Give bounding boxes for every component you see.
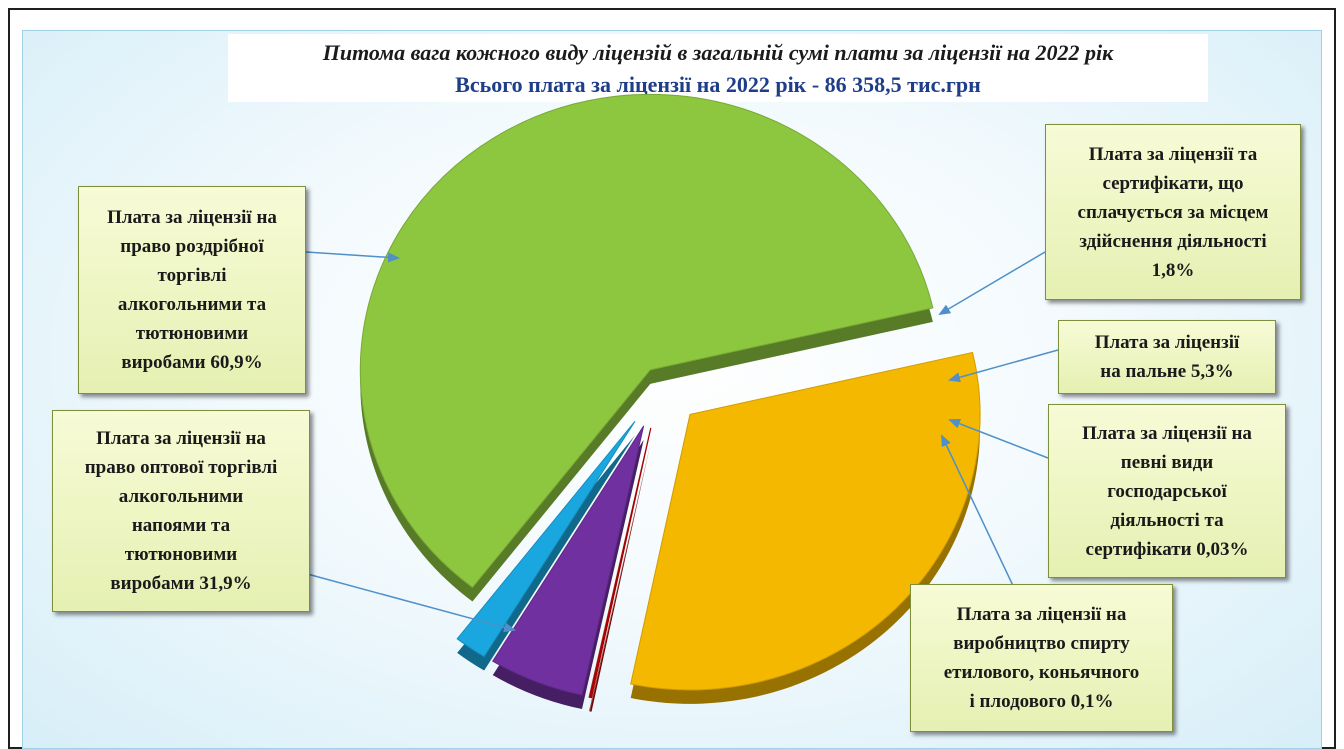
slice-spirit-production bbox=[589, 427, 652, 699]
slice-label-place-of-activity: Плата за ліцензії та сертифікати, що спл… bbox=[1045, 124, 1301, 300]
leader-line-retail bbox=[305, 251, 400, 263]
slice-retail bbox=[359, 93, 934, 589]
chart-title: Питома вага кожного виду ліцензій в зага… bbox=[322, 40, 1114, 65]
leader-line-place-of-activity bbox=[938, 251, 1046, 316]
slice-label-spirit-production: Плата за ліцензії на виробництво спирту … bbox=[910, 584, 1173, 732]
slice-place-of-activity bbox=[456, 420, 636, 658]
slice-label-wholesale: Плата за ліцензії на право оптової торгі… bbox=[52, 410, 310, 612]
leader-line-certain-activities bbox=[948, 418, 1049, 459]
leader-line-fuel bbox=[948, 349, 1059, 383]
slice-label-retail: Плата за ліцензії на право роздрібної то… bbox=[78, 186, 306, 394]
slice-spirit-production-side bbox=[589, 442, 651, 712]
chart-subtitle: Всього плата за ліцензії на 2022 рік - 8… bbox=[455, 72, 981, 97]
title-box: Питома вага кожного виду ліцензій в зага… bbox=[228, 34, 1208, 102]
pie-slices bbox=[359, 93, 981, 712]
slice-wholesale bbox=[630, 351, 981, 691]
slice-certain-activities-side bbox=[589, 442, 651, 712]
leader-lines bbox=[299, 251, 1059, 633]
slice-label-fuel: Плата за ліцензії на пальне 5,3% bbox=[1058, 320, 1276, 394]
leader-line-wholesale bbox=[299, 571, 516, 633]
slice-label-certain-activities: Плата за ліцензії на певні види господар… bbox=[1048, 404, 1286, 578]
leader-line-spirit-production bbox=[941, 434, 1017, 593]
slice-fuel bbox=[492, 425, 645, 696]
